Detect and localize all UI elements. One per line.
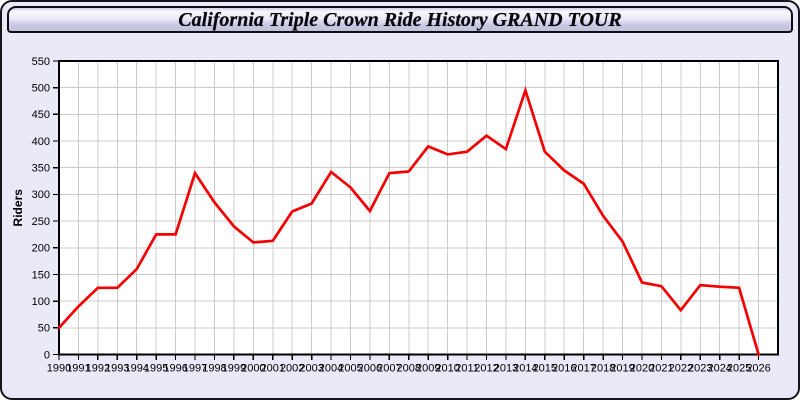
x-tick-label: 2018 (591, 363, 615, 375)
x-tick-label: 2010 (435, 363, 459, 375)
x-tick-label: 2016 (552, 363, 576, 375)
title-bar: California Triple Crown Ride History GRA… (7, 6, 793, 33)
x-tick-label: 2001 (261, 363, 285, 375)
x-tick-label: 2022 (669, 363, 693, 375)
y-tick-label: 200 (32, 243, 50, 255)
x-tick-label: 2024 (707, 363, 731, 375)
x-tick-label: 2014 (513, 363, 537, 375)
y-tick-label: 250 (32, 216, 50, 228)
x-tick-label: 1993 (105, 363, 129, 375)
plot-border (58, 60, 779, 356)
x-tick-label: 1999 (222, 363, 246, 375)
y-tick-label: 500 (32, 82, 50, 94)
x-tick-label: 2011 (455, 363, 479, 375)
y-tick-label: 100 (32, 296, 50, 308)
x-tick-label: 2026 (746, 363, 770, 375)
x-tick-label: 2002 (280, 363, 304, 375)
x-tick-label: 2019 (610, 363, 634, 375)
x-tick-label: 2020 (630, 363, 654, 375)
x-tick-label: 1995 (144, 363, 168, 375)
x-tick-label: 2007 (377, 363, 401, 375)
x-tick-label: 2005 (338, 363, 362, 375)
x-tick-label: 1991 (66, 363, 90, 375)
x-tick-label: 2006 (358, 363, 382, 375)
x-tick-label: 2021 (649, 363, 673, 375)
x-tick-label: 1997 (183, 363, 207, 375)
x-tick-label: 2012 (474, 363, 498, 375)
x-tick-label: 2025 (727, 363, 751, 375)
x-tick-label: 2009 (416, 363, 440, 375)
x-tick-label: 1998 (202, 363, 226, 375)
x-tick-label: 2023 (688, 363, 712, 375)
y-tick-label: 150 (32, 269, 50, 281)
x-tick-label: 2000 (241, 363, 265, 375)
x-tick-label: 2003 (299, 363, 323, 375)
y-axis-title: Riders (11, 189, 25, 227)
x-tick-label: 2015 (533, 363, 557, 375)
x-tick-label: 2017 (571, 363, 595, 375)
riders-line (57, 86, 760, 356)
y-tick-label: 350 (32, 163, 50, 175)
x-tick-label: 1996 (163, 363, 187, 375)
x-tick-label: 2004 (319, 363, 343, 375)
y-tick-label: 550 (32, 56, 50, 68)
x-tick-label: 2008 (397, 363, 421, 375)
y-tick-label: 300 (32, 189, 50, 201)
x-tick-label: 2013 (494, 363, 518, 375)
page-title: California Triple Crown Ride History GRA… (178, 8, 622, 31)
y-tick-label: 450 (32, 109, 50, 121)
plot-area (59, 61, 778, 355)
x-tick-label: 1994 (124, 363, 148, 375)
x-tick-label: 1992 (86, 363, 110, 375)
x-tick-label: 1990 (47, 363, 71, 375)
y-tick-label: 0 (44, 349, 50, 361)
y-tick-label: 50 (38, 323, 50, 335)
y-tick-label: 400 (32, 136, 50, 148)
